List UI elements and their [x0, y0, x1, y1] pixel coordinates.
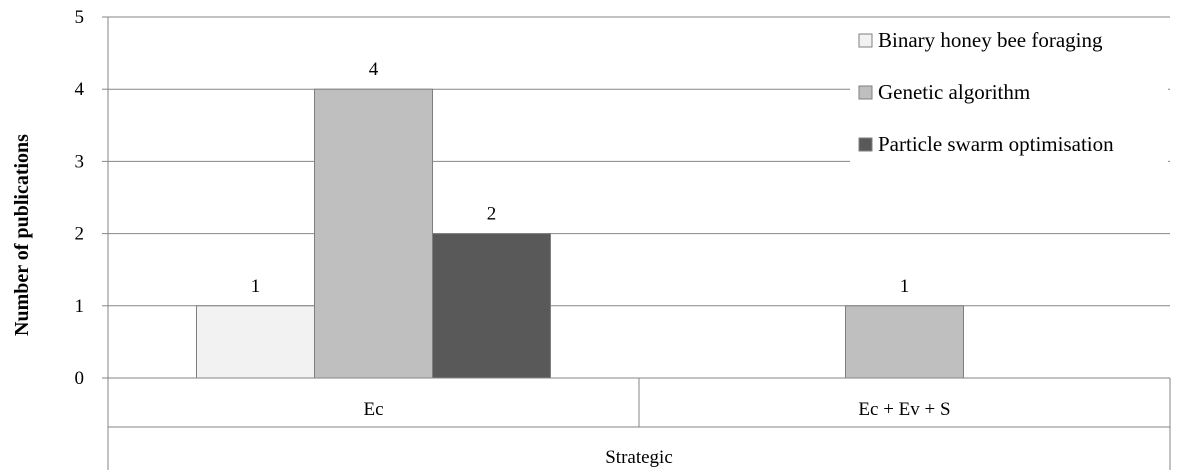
- legend-label: Genetic algorithm: [878, 80, 1030, 104]
- legend-label: Particle swarm optimisation: [878, 132, 1114, 156]
- y-tick-label: 0: [75, 368, 85, 389]
- y-tick-label: 1: [75, 296, 85, 317]
- legend-label: Binary honey bee foraging: [878, 28, 1103, 52]
- axes: 0 1 2 3 4 5 Ec Ec + Ev + S Strategic: [75, 7, 1171, 470]
- bar: [314, 88, 433, 379]
- legend-background: [850, 18, 1168, 173]
- legend-swatch: [858, 137, 873, 152]
- bar: [196, 305, 315, 379]
- y-axis-title: Number of publications: [11, 134, 33, 336]
- y-tick-label: 4: [75, 79, 85, 100]
- y-tick-label: 3: [75, 151, 85, 172]
- data-label: 1: [251, 276, 261, 297]
- y-tick-label: 2: [75, 224, 85, 245]
- y-tick-label: 5: [75, 7, 85, 28]
- data-label: 4: [369, 59, 379, 80]
- legend-swatch: [858, 85, 873, 100]
- data-label: 1: [900, 276, 910, 297]
- bar: [845, 305, 964, 379]
- group-label: Strategic: [605, 447, 673, 468]
- bars: 1 4 2 1: [196, 59, 964, 379]
- bar: [432, 233, 551, 379]
- category-label: Ec + Ev + S: [858, 399, 950, 420]
- legend-swatch: [858, 33, 873, 48]
- category-label: Ec: [363, 399, 383, 420]
- data-label: 2: [487, 204, 497, 225]
- legend: Binary honey bee foraging Genetic algorit…: [850, 18, 1168, 173]
